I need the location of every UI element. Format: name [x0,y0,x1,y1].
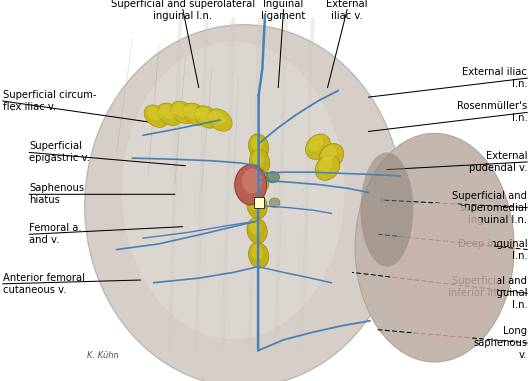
Ellipse shape [308,136,323,152]
Ellipse shape [183,103,207,125]
Ellipse shape [251,245,263,260]
Text: External iliac
l.n.: External iliac l.n. [463,67,527,89]
Ellipse shape [252,151,264,166]
Ellipse shape [173,103,188,117]
Ellipse shape [269,198,280,207]
Ellipse shape [122,42,344,339]
Ellipse shape [235,165,267,205]
Text: Deep inguinal
l.n.: Deep inguinal l.n. [458,239,527,261]
Ellipse shape [247,218,267,243]
Ellipse shape [208,109,232,131]
Ellipse shape [266,171,280,183]
Ellipse shape [147,107,162,121]
Text: Superficial and
superomedial
inguinal l.n.: Superficial and superomedial inguinal l.… [452,190,527,225]
Ellipse shape [251,136,263,151]
Bar [254,197,264,208]
Ellipse shape [249,168,269,194]
Ellipse shape [144,105,169,127]
Ellipse shape [250,149,270,175]
Ellipse shape [195,106,219,128]
Text: Saphenous
hiatus: Saphenous hiatus [29,183,84,205]
Text: Long
saphenous
v.: Long saphenous v. [473,326,527,360]
Ellipse shape [197,108,212,122]
Ellipse shape [251,170,263,186]
Ellipse shape [250,220,261,235]
Text: External
pudendal v.: External pudendal v. [469,151,527,173]
Ellipse shape [247,193,267,219]
Text: Superficial
epigastric v.: Superficial epigastric v. [29,141,90,163]
Ellipse shape [360,152,413,267]
Text: Superficial and
inferior inguinal
l.n.: Superficial and inferior inguinal l.n. [448,276,527,311]
Ellipse shape [210,111,225,125]
Ellipse shape [315,155,340,180]
Ellipse shape [171,101,195,123]
Text: Anterior femoral
cutaneous v.: Anterior femoral cutaneous v. [3,273,85,295]
Ellipse shape [157,103,182,125]
Ellipse shape [392,202,498,347]
Text: Femoral a.
and v.: Femoral a. and v. [29,223,82,245]
Ellipse shape [242,168,263,194]
Ellipse shape [319,144,343,169]
Ellipse shape [85,25,403,381]
Text: Superficial circum-
flex iliac v.: Superficial circum- flex iliac v. [3,90,96,112]
Ellipse shape [355,133,514,362]
Ellipse shape [160,105,175,119]
Text: Superficial and superolateral
inguinal l.n.: Superficial and superolateral inguinal l… [111,0,255,21]
Ellipse shape [250,195,261,210]
Ellipse shape [322,145,337,161]
Text: Inguinal
ligament: Inguinal ligament [261,0,306,21]
Ellipse shape [318,157,333,173]
Text: Rosenmüller's
l.n.: Rosenmüller's l.n. [457,101,527,123]
Ellipse shape [306,134,330,159]
Ellipse shape [186,105,200,119]
Text: External
iliac v.: External iliac v. [326,0,368,21]
Text: K. Kühn: K. Kühn [87,351,119,360]
Ellipse shape [249,134,269,160]
Ellipse shape [249,242,269,268]
